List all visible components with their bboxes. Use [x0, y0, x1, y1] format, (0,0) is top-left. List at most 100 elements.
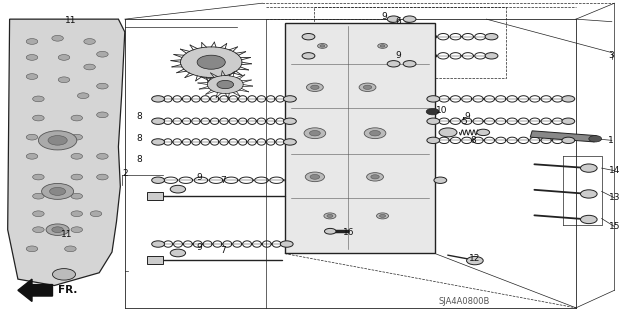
Circle shape: [71, 211, 83, 217]
Circle shape: [403, 16, 416, 22]
Circle shape: [364, 85, 372, 89]
Circle shape: [327, 214, 333, 218]
Circle shape: [97, 51, 108, 57]
Circle shape: [26, 134, 38, 140]
Circle shape: [562, 96, 575, 102]
Text: 12: 12: [469, 254, 481, 263]
Circle shape: [284, 139, 296, 145]
Circle shape: [477, 129, 490, 136]
Circle shape: [90, 211, 102, 217]
Circle shape: [324, 228, 336, 234]
Circle shape: [71, 193, 83, 199]
Bar: [147, 256, 163, 264]
Text: 11: 11: [61, 230, 73, 239]
Circle shape: [302, 33, 315, 40]
Circle shape: [302, 53, 315, 59]
Circle shape: [207, 76, 243, 93]
Circle shape: [324, 213, 336, 219]
Circle shape: [562, 118, 575, 124]
Text: 9: 9: [396, 51, 401, 60]
Circle shape: [50, 188, 65, 195]
Circle shape: [26, 74, 38, 79]
Circle shape: [97, 112, 108, 118]
Circle shape: [562, 137, 575, 144]
Circle shape: [84, 39, 95, 44]
Circle shape: [71, 153, 83, 159]
Circle shape: [71, 174, 83, 180]
Circle shape: [33, 227, 44, 233]
Circle shape: [152, 118, 164, 124]
Text: 9: 9: [197, 173, 202, 182]
Circle shape: [371, 175, 380, 179]
Circle shape: [197, 55, 225, 69]
Circle shape: [434, 177, 447, 183]
Circle shape: [380, 45, 385, 47]
Circle shape: [310, 174, 320, 179]
Circle shape: [48, 136, 67, 145]
Circle shape: [485, 53, 498, 59]
Circle shape: [170, 185, 186, 193]
Text: 9: 9: [197, 243, 202, 252]
Circle shape: [403, 61, 416, 67]
Circle shape: [387, 61, 400, 67]
Text: 8: 8: [137, 134, 142, 143]
Circle shape: [52, 227, 63, 233]
Circle shape: [378, 43, 387, 48]
Circle shape: [305, 172, 324, 182]
Circle shape: [426, 108, 439, 115]
Circle shape: [485, 33, 498, 40]
Circle shape: [580, 164, 597, 172]
Text: 16: 16: [343, 228, 355, 237]
Circle shape: [439, 128, 457, 137]
Circle shape: [65, 246, 76, 252]
Circle shape: [307, 83, 323, 92]
Circle shape: [52, 35, 63, 41]
Circle shape: [71, 115, 83, 121]
Circle shape: [97, 83, 108, 89]
Circle shape: [97, 174, 108, 180]
Circle shape: [58, 77, 70, 83]
Circle shape: [152, 96, 164, 102]
Circle shape: [217, 80, 234, 89]
Circle shape: [38, 131, 77, 150]
Circle shape: [370, 130, 380, 136]
Circle shape: [427, 96, 440, 102]
Circle shape: [152, 241, 164, 247]
Circle shape: [367, 173, 383, 181]
Circle shape: [33, 193, 44, 199]
Text: 7: 7: [220, 176, 225, 185]
Circle shape: [310, 85, 319, 89]
Circle shape: [427, 118, 440, 124]
Circle shape: [97, 153, 108, 159]
Circle shape: [387, 16, 400, 22]
Text: 1: 1: [609, 136, 614, 145]
Circle shape: [317, 43, 327, 48]
Circle shape: [52, 269, 76, 280]
Text: FR.: FR.: [58, 285, 77, 295]
Circle shape: [364, 128, 386, 139]
Circle shape: [589, 136, 602, 142]
Circle shape: [580, 190, 597, 198]
Text: 5: 5: [461, 117, 467, 126]
Text: 2: 2: [122, 169, 127, 178]
Circle shape: [77, 93, 89, 99]
Text: SJA4A0800B: SJA4A0800B: [438, 297, 490, 306]
Text: 11: 11: [65, 16, 76, 25]
Polygon shape: [18, 279, 52, 301]
Polygon shape: [531, 131, 596, 142]
Text: 6: 6: [396, 17, 401, 26]
Circle shape: [71, 134, 83, 140]
Circle shape: [320, 45, 325, 47]
Circle shape: [359, 83, 376, 92]
Circle shape: [26, 55, 38, 60]
Circle shape: [33, 174, 44, 180]
Text: 7: 7: [220, 246, 225, 255]
Circle shape: [26, 153, 38, 159]
Text: 8: 8: [471, 136, 476, 145]
Circle shape: [304, 128, 326, 139]
Circle shape: [180, 47, 242, 78]
Circle shape: [280, 241, 293, 247]
Circle shape: [284, 96, 296, 102]
Text: 8: 8: [137, 155, 142, 164]
Circle shape: [376, 213, 388, 219]
